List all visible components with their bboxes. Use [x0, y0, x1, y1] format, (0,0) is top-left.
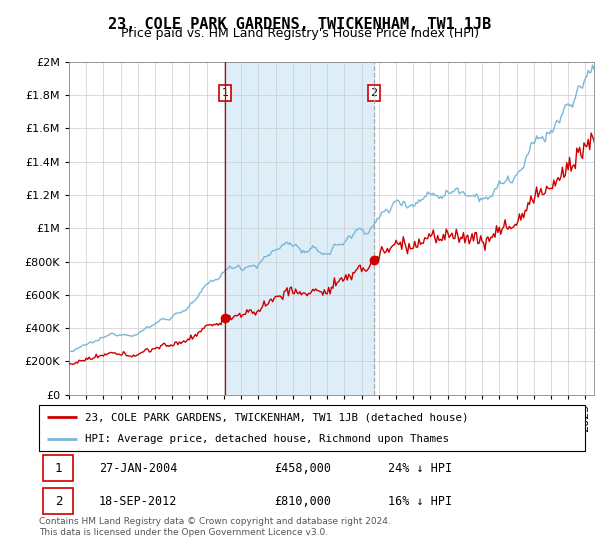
FancyBboxPatch shape [43, 455, 73, 481]
Text: 2: 2 [370, 88, 377, 98]
Text: Contains HM Land Registry data © Crown copyright and database right 2024.
This d: Contains HM Land Registry data © Crown c… [39, 517, 391, 537]
Text: Price paid vs. HM Land Registry's House Price Index (HPI): Price paid vs. HM Land Registry's House … [121, 27, 479, 40]
FancyBboxPatch shape [43, 488, 73, 514]
Text: HPI: Average price, detached house, Richmond upon Thames: HPI: Average price, detached house, Rich… [85, 435, 449, 444]
Text: 27-JAN-2004: 27-JAN-2004 [99, 461, 178, 475]
Text: 1: 1 [55, 461, 62, 475]
Text: £810,000: £810,000 [274, 494, 331, 508]
Text: 1: 1 [221, 88, 229, 98]
Text: 23, COLE PARK GARDENS, TWICKENHAM, TW1 1JB (detached house): 23, COLE PARK GARDENS, TWICKENHAM, TW1 1… [85, 412, 469, 422]
Text: 23, COLE PARK GARDENS, TWICKENHAM, TW1 1JB: 23, COLE PARK GARDENS, TWICKENHAM, TW1 1… [109, 17, 491, 32]
FancyBboxPatch shape [39, 405, 585, 451]
Bar [225, 62, 374, 395]
Text: 16% ↓ HPI: 16% ↓ HPI [388, 494, 452, 508]
Text: 24% ↓ HPI: 24% ↓ HPI [388, 461, 452, 475]
Text: 2: 2 [55, 494, 62, 508]
Text: £458,000: £458,000 [274, 461, 331, 475]
Text: 18-SEP-2012: 18-SEP-2012 [99, 494, 178, 508]
